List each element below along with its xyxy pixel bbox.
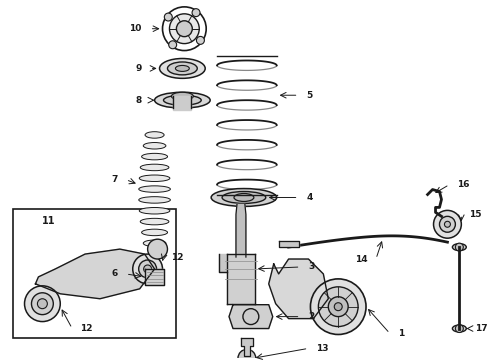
Circle shape xyxy=(170,14,199,44)
Circle shape xyxy=(133,254,163,284)
Text: 16: 16 xyxy=(457,180,470,189)
Circle shape xyxy=(196,36,204,44)
Ellipse shape xyxy=(143,143,166,149)
Circle shape xyxy=(434,210,461,238)
Ellipse shape xyxy=(139,197,171,203)
Circle shape xyxy=(311,279,366,334)
Bar xyxy=(13,210,176,338)
Circle shape xyxy=(444,221,450,227)
Polygon shape xyxy=(236,204,246,257)
Polygon shape xyxy=(173,96,191,110)
Ellipse shape xyxy=(154,92,210,108)
Circle shape xyxy=(243,309,259,325)
Ellipse shape xyxy=(160,58,205,78)
Text: 1: 1 xyxy=(398,329,404,338)
Circle shape xyxy=(169,41,177,49)
Ellipse shape xyxy=(139,207,170,214)
Text: 3: 3 xyxy=(308,262,315,271)
Text: 8: 8 xyxy=(135,96,142,105)
Circle shape xyxy=(147,239,168,259)
Ellipse shape xyxy=(175,66,189,71)
Text: 13: 13 xyxy=(317,344,329,353)
Text: 15: 15 xyxy=(469,210,482,219)
Circle shape xyxy=(455,243,464,251)
Circle shape xyxy=(238,349,256,360)
Polygon shape xyxy=(219,254,227,272)
Circle shape xyxy=(176,21,192,37)
Circle shape xyxy=(455,325,464,333)
Text: 10: 10 xyxy=(129,24,142,33)
Ellipse shape xyxy=(142,153,168,160)
Ellipse shape xyxy=(145,132,164,138)
Text: 9: 9 xyxy=(135,64,142,73)
Text: 14: 14 xyxy=(355,255,368,264)
Ellipse shape xyxy=(452,325,466,332)
Circle shape xyxy=(318,287,358,327)
Circle shape xyxy=(37,299,48,309)
Polygon shape xyxy=(145,269,165,285)
Polygon shape xyxy=(269,259,328,319)
Text: 11: 11 xyxy=(43,216,56,226)
Text: 4: 4 xyxy=(306,193,313,202)
Circle shape xyxy=(164,13,172,21)
Polygon shape xyxy=(279,241,298,247)
Ellipse shape xyxy=(452,244,466,251)
Text: 6: 6 xyxy=(112,269,118,278)
Ellipse shape xyxy=(142,229,168,236)
Circle shape xyxy=(139,260,157,278)
Text: 7: 7 xyxy=(111,175,118,184)
Text: 12: 12 xyxy=(80,324,93,333)
Ellipse shape xyxy=(139,186,171,192)
Ellipse shape xyxy=(164,95,201,105)
Circle shape xyxy=(328,297,348,316)
Circle shape xyxy=(192,9,200,17)
Text: 17: 17 xyxy=(475,324,488,333)
Polygon shape xyxy=(229,305,273,329)
Ellipse shape xyxy=(143,240,166,247)
Circle shape xyxy=(440,216,455,232)
Polygon shape xyxy=(35,249,154,299)
Circle shape xyxy=(31,293,53,315)
Ellipse shape xyxy=(168,62,197,75)
Text: 12: 12 xyxy=(172,253,184,262)
Circle shape xyxy=(144,265,151,273)
Text: 5: 5 xyxy=(306,91,313,100)
Text: 2: 2 xyxy=(308,312,315,321)
Ellipse shape xyxy=(140,218,169,225)
Ellipse shape xyxy=(139,175,170,181)
Ellipse shape xyxy=(172,92,193,100)
Circle shape xyxy=(163,7,206,50)
Circle shape xyxy=(334,303,342,311)
Polygon shape xyxy=(241,338,253,356)
Ellipse shape xyxy=(234,194,254,202)
Ellipse shape xyxy=(140,164,169,171)
Polygon shape xyxy=(227,254,255,304)
Ellipse shape xyxy=(222,192,266,203)
Circle shape xyxy=(24,286,60,321)
Ellipse shape xyxy=(211,189,277,206)
